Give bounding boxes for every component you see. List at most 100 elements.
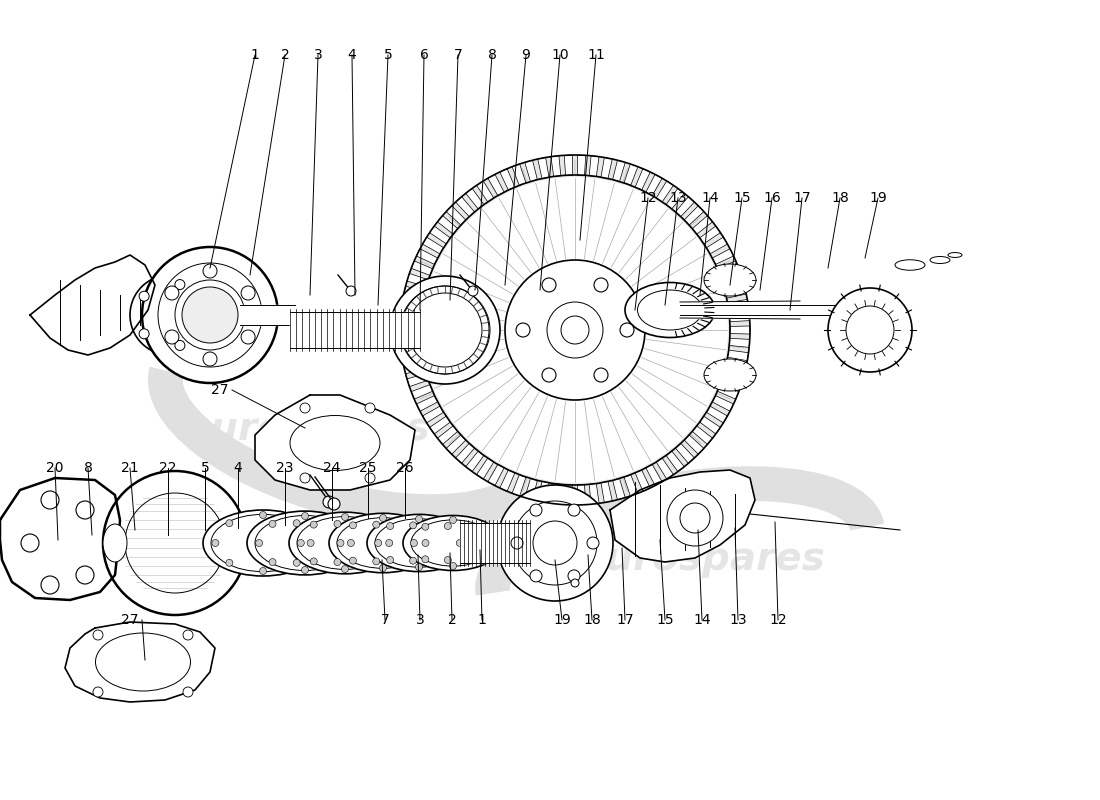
Ellipse shape (411, 520, 495, 566)
Polygon shape (0, 478, 120, 600)
Text: 17: 17 (793, 191, 811, 205)
Circle shape (530, 570, 542, 582)
Circle shape (350, 557, 356, 564)
Polygon shape (700, 416, 720, 434)
Circle shape (422, 177, 728, 483)
Circle shape (241, 330, 255, 344)
Circle shape (365, 473, 375, 483)
Polygon shape (564, 485, 573, 505)
Circle shape (513, 501, 597, 585)
Text: 7: 7 (453, 48, 462, 62)
Circle shape (680, 503, 710, 533)
Circle shape (477, 556, 484, 562)
Circle shape (76, 566, 94, 584)
Polygon shape (499, 470, 515, 491)
Circle shape (337, 539, 344, 546)
Circle shape (41, 491, 59, 509)
Circle shape (175, 341, 185, 350)
Text: 23: 23 (276, 461, 294, 475)
Polygon shape (722, 374, 742, 386)
Polygon shape (430, 416, 450, 434)
Circle shape (165, 330, 179, 344)
Text: 5: 5 (200, 461, 209, 475)
Text: 14: 14 (701, 191, 718, 205)
Circle shape (571, 579, 579, 587)
Polygon shape (465, 451, 484, 471)
Polygon shape (692, 215, 713, 234)
Polygon shape (455, 197, 474, 217)
Circle shape (379, 514, 386, 522)
Text: 15: 15 (657, 613, 674, 627)
Polygon shape (675, 197, 694, 217)
Text: 6: 6 (419, 48, 428, 62)
Polygon shape (713, 249, 734, 265)
Text: 5: 5 (384, 48, 393, 62)
Polygon shape (578, 485, 585, 505)
Polygon shape (411, 261, 432, 275)
Text: 8: 8 (487, 48, 496, 62)
Circle shape (488, 539, 496, 546)
Polygon shape (730, 326, 750, 334)
Circle shape (422, 556, 429, 562)
Ellipse shape (704, 359, 756, 391)
Polygon shape (407, 374, 428, 386)
Circle shape (387, 522, 394, 530)
Polygon shape (646, 465, 662, 486)
Circle shape (422, 539, 429, 546)
Circle shape (828, 288, 912, 372)
Polygon shape (590, 156, 600, 177)
Text: 1: 1 (477, 613, 486, 627)
Polygon shape (729, 338, 750, 347)
Circle shape (846, 306, 894, 354)
Polygon shape (400, 313, 421, 322)
Circle shape (587, 537, 600, 549)
Circle shape (103, 471, 248, 615)
Polygon shape (65, 622, 214, 702)
Polygon shape (525, 478, 538, 500)
Circle shape (375, 539, 382, 546)
Ellipse shape (329, 514, 437, 573)
Circle shape (386, 539, 393, 546)
Polygon shape (422, 406, 443, 423)
Circle shape (192, 297, 228, 333)
Polygon shape (430, 226, 450, 244)
Ellipse shape (704, 264, 756, 296)
Polygon shape (706, 406, 727, 423)
Circle shape (373, 521, 380, 528)
Text: 4: 4 (348, 48, 356, 62)
Polygon shape (725, 362, 746, 374)
Circle shape (21, 534, 38, 552)
Polygon shape (667, 189, 684, 209)
Circle shape (350, 522, 356, 529)
Polygon shape (729, 313, 750, 322)
Circle shape (497, 485, 613, 601)
Circle shape (410, 539, 417, 546)
Text: 11: 11 (587, 48, 605, 62)
Polygon shape (476, 458, 494, 479)
Ellipse shape (204, 510, 323, 576)
Ellipse shape (290, 415, 380, 470)
Text: 3: 3 (416, 613, 425, 627)
Circle shape (41, 576, 59, 594)
Text: 19: 19 (869, 191, 887, 205)
Circle shape (505, 260, 645, 400)
Polygon shape (400, 338, 421, 347)
Ellipse shape (930, 257, 950, 263)
Circle shape (348, 539, 354, 546)
Text: 8: 8 (84, 461, 92, 475)
Polygon shape (438, 426, 458, 445)
Polygon shape (706, 237, 727, 254)
Circle shape (516, 323, 530, 337)
Polygon shape (417, 249, 438, 265)
Circle shape (561, 316, 588, 344)
Polygon shape (675, 443, 694, 463)
Polygon shape (613, 160, 625, 182)
Circle shape (542, 278, 556, 292)
Ellipse shape (367, 514, 471, 571)
Text: 25: 25 (360, 461, 376, 475)
Circle shape (323, 496, 336, 508)
Circle shape (667, 490, 723, 546)
Polygon shape (476, 181, 494, 202)
Text: 2: 2 (280, 48, 289, 62)
Circle shape (468, 286, 478, 296)
